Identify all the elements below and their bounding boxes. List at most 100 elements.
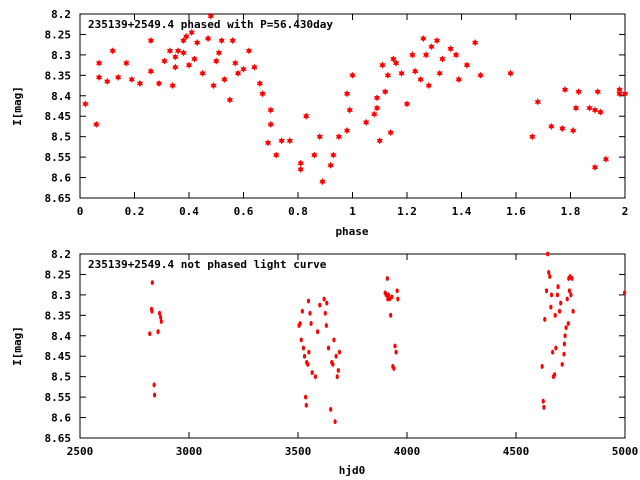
data-point — [547, 270, 551, 275]
data-point — [386, 292, 391, 298]
y-tick-label: 8.55 — [45, 391, 72, 404]
x-tick-label: 0.8 — [288, 205, 308, 218]
y-tick-label: 8.4 — [51, 90, 71, 103]
data-point — [194, 39, 201, 47]
data-point — [379, 61, 386, 69]
data-point — [548, 122, 555, 131]
data-point — [232, 59, 239, 67]
data-point — [382, 88, 389, 96]
data-point — [259, 90, 266, 98]
data-point — [256, 79, 263, 88]
data-point — [392, 366, 396, 371]
x-tick-label: 2500 — [67, 445, 94, 458]
data-point — [174, 47, 182, 55]
data-point — [591, 106, 599, 114]
data-point — [128, 75, 135, 84]
x-tick-label: 1 — [349, 205, 356, 218]
data-point — [226, 96, 233, 104]
x-tick-label: 4000 — [394, 445, 421, 458]
data-point — [273, 151, 280, 159]
x-tick-label: 3500 — [285, 445, 312, 458]
data-point — [346, 106, 353, 114]
data-point — [570, 276, 574, 281]
data-point — [267, 120, 274, 128]
data-point — [373, 94, 381, 102]
y-tick-label: 8.45 — [45, 110, 72, 123]
y-tick-label: 8.2 — [51, 8, 71, 21]
y-tick-label: 8.4 — [51, 330, 71, 343]
y-tick-label: 8.6 — [51, 412, 71, 425]
data-point — [455, 75, 462, 84]
data-point — [559, 300, 563, 306]
x-tick-label: 5000 — [612, 445, 639, 458]
data-point — [329, 406, 333, 412]
data-point — [322, 296, 326, 302]
y-tick-label: 8.25 — [45, 268, 72, 281]
data-point — [425, 81, 432, 90]
data-point — [104, 77, 111, 86]
data-point — [543, 317, 547, 322]
data-point — [556, 284, 560, 290]
x-tick-label: 0.6 — [234, 205, 254, 218]
y-axis-title: I[mag] — [11, 326, 24, 366]
data-point — [393, 343, 397, 349]
data-point — [540, 364, 544, 369]
data-point — [155, 79, 163, 88]
data-point — [398, 69, 405, 77]
data-point — [298, 321, 302, 326]
y-tick-label: 8.45 — [45, 350, 72, 363]
data-point — [308, 310, 312, 316]
data-point — [172, 63, 179, 71]
x-axis-title: hjd0 — [339, 464, 366, 477]
data-point — [561, 86, 569, 94]
data-point — [439, 55, 446, 63]
data-point — [549, 292, 554, 298]
data-point — [563, 333, 567, 339]
y-tick-label: 8.65 — [45, 192, 72, 205]
data-point — [394, 349, 398, 355]
data-point — [304, 394, 308, 400]
data-point — [332, 337, 336, 343]
data-point — [387, 128, 394, 137]
data-point — [336, 368, 340, 373]
plot-frame — [79, 13, 626, 199]
data-point — [335, 374, 339, 380]
data-point — [213, 57, 220, 65]
data-point — [267, 106, 274, 114]
data-point — [422, 51, 430, 59]
data-point — [586, 104, 593, 112]
data-point — [541, 398, 545, 404]
data-point — [558, 308, 562, 314]
data-point — [229, 36, 236, 45]
data-point — [371, 110, 378, 118]
x-tick-label: 0 — [77, 205, 84, 218]
data-point — [180, 36, 187, 45]
data-point — [234, 69, 242, 77]
data-point — [307, 349, 311, 355]
data-point — [616, 86, 623, 94]
data-point — [572, 104, 580, 112]
data-point — [384, 71, 392, 79]
data-point — [324, 323, 328, 328]
data-point — [152, 392, 157, 398]
phased-light-curve-chart: 0 0.2 0.4 0.6 0.8 1 1.2 1.4 1.6 1.8 2 8.28.258.38.… — [11, 8, 628, 238]
tick-marks — [79, 253, 626, 439]
x-tick-label: 3000 — [176, 445, 203, 458]
data-point — [566, 321, 570, 326]
data-point — [544, 288, 549, 294]
data-point — [93, 120, 100, 128]
x-tick-label: 0.2 — [125, 205, 145, 218]
data-point — [477, 71, 484, 79]
data-point — [210, 81, 217, 90]
data-point — [554, 345, 558, 351]
data-point — [180, 49, 187, 57]
data-point — [417, 75, 424, 84]
y-tick-label: 8.55 — [45, 151, 72, 164]
data-point — [161, 57, 168, 65]
data-point — [597, 108, 604, 116]
data-point — [310, 370, 314, 375]
data-point — [548, 274, 552, 279]
data-point — [264, 139, 272, 147]
y-tick-label: 8.5 — [51, 131, 71, 144]
data-point — [555, 292, 560, 298]
